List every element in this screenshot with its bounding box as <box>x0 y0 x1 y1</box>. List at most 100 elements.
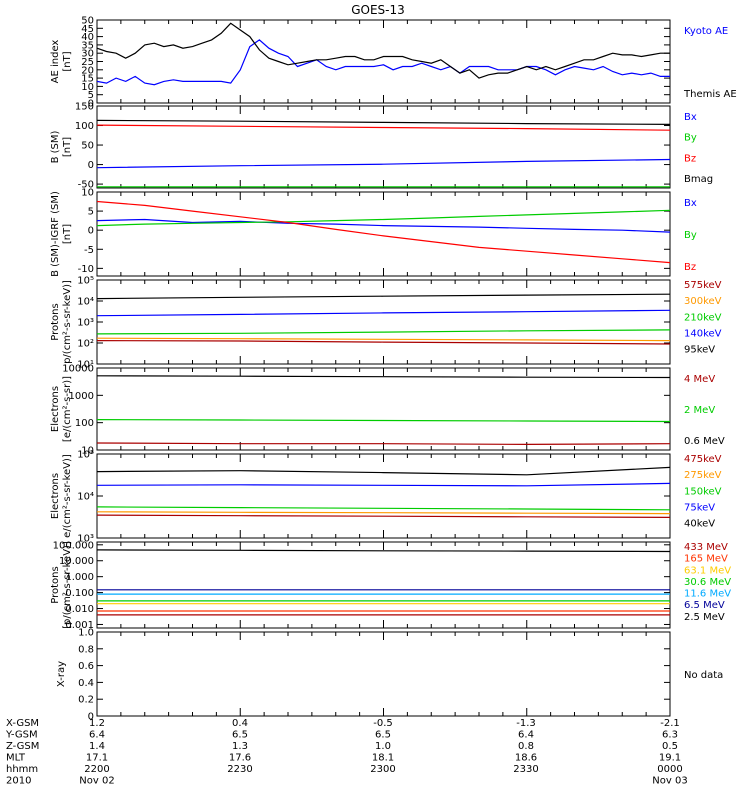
y-tick-label: 0 <box>88 160 94 171</box>
panel-frame <box>96 191 671 277</box>
orbit-value: 6.4 <box>89 730 105 741</box>
panel-frame <box>96 453 671 539</box>
legend-entry: Bz <box>684 262 696 273</box>
orbit-value: 1.2 <box>89 718 105 729</box>
legend-entry: 4 MeV <box>684 374 715 385</box>
series-line-40kev <box>96 466 671 476</box>
panel-electrons_low: 10³ 10⁴ 10⁵ Electrons e/(cm²-s-sr-keV)] 475ke… <box>50 450 722 545</box>
series-line-0-6-mev <box>96 375 671 379</box>
series-line-140kev <box>96 309 671 317</box>
orbit-value: 19.1 <box>659 753 681 764</box>
series-line-2-mev <box>96 419 671 423</box>
legend-entry: Kyoto AE <box>684 26 728 37</box>
legend-entry: Bx <box>684 198 697 209</box>
y-tick-label: 10 <box>81 188 94 199</box>
panel-xray: 0 0.2 0.4 0.6 0.8 1.0 X-ray No data <box>56 628 723 723</box>
legend-entry: 275keV <box>684 470 722 481</box>
orbit-value: Nov 02 <box>79 776 114 787</box>
y-tick-label: 0 <box>88 712 94 723</box>
y-axis-label: [nT] <box>62 137 73 157</box>
y-tick-label: 5 <box>88 90 94 101</box>
series-line-bmag <box>96 119 671 125</box>
y-axis-label: [e/(cm²-s-sr)] <box>62 376 73 442</box>
legend-entry: 30.6 MeV <box>684 577 731 588</box>
series-line-kyoto-ae <box>96 39 670 86</box>
series-line-75kev <box>96 482 671 487</box>
orbit-value: 1.3 <box>232 741 248 752</box>
y-tick-label: 100 <box>75 121 94 132</box>
series-line-bz <box>96 124 671 131</box>
series-line-475kev <box>96 514 671 519</box>
orbit-value: 17.6 <box>229 753 251 764</box>
series-line-300kev <box>96 337 671 342</box>
legend-entry: 2.5 MeV <box>684 612 725 623</box>
y-tick-label: -50 <box>78 180 94 191</box>
legend-entry: 165 MeV <box>684 554 728 565</box>
legend-entry: 95keV <box>684 345 715 356</box>
orbit-value: -0.5 <box>373 718 393 729</box>
y-axis-label: Electrons <box>50 386 61 432</box>
y-tick-label: 10⁵ <box>77 276 94 287</box>
panel-frame <box>96 19 671 104</box>
series-line-150kev <box>96 506 671 511</box>
orbit-row-label: MLT <box>6 753 26 764</box>
y-tick-label: 5 <box>88 207 94 218</box>
y-axis-label: AE index <box>50 40 61 84</box>
legend-entry: 40keV <box>684 519 715 530</box>
orbit-value: -1.3 <box>516 718 536 729</box>
panel-b_sm: -50 0 50 100 150 B (SM) [nT] Bx By Bz Bmag <box>50 102 713 191</box>
orbit-value: 0.8 <box>518 741 534 752</box>
y-tick-label: 10² <box>77 339 94 350</box>
y-tick-label: 1000 <box>69 391 94 402</box>
y-tick-label: 100 <box>75 418 94 429</box>
series-line-575kev <box>96 340 671 345</box>
y-tick-label: 10¹ <box>77 360 94 371</box>
legend-entry: By <box>684 133 697 144</box>
legend-entry: 475keV <box>684 454 722 465</box>
series-line-bx <box>96 218 671 233</box>
y-tick-label: 0.2 <box>78 695 94 706</box>
y-tick-label: 10000 <box>62 364 94 375</box>
y-tick-label: 1.000 <box>65 572 94 583</box>
series-line-210kev <box>96 329 671 335</box>
orbit-row-label: X-GSM <box>6 718 39 729</box>
orbit-row-label: Z-GSM <box>6 741 39 752</box>
legend-entry: 150keV <box>684 486 722 497</box>
y-tick-label: 50 <box>81 141 94 152</box>
orbit-row-label: hhmm <box>6 764 38 775</box>
panel-frame <box>96 367 671 451</box>
orbit-value: 17.1 <box>86 753 108 764</box>
orbit-value: 2200 <box>84 764 109 775</box>
series-line-bz <box>96 200 671 264</box>
y-axis-label: p/(cm²-s-sr-keV)] <box>62 280 73 364</box>
orbit-value: 2300 <box>370 764 395 775</box>
y-tick-label: 0.001 <box>65 620 94 631</box>
y-tick-label: 15 <box>81 74 94 85</box>
series-line-2-5-mev <box>96 549 671 553</box>
series-line-95kev <box>96 293 671 300</box>
orbit-value: 2230 <box>227 764 252 775</box>
legend-entry: 63.1 MeV <box>684 565 731 576</box>
y-axis-label: B (SM)-IGRF (SM) <box>50 191 61 277</box>
legend-entry: Bmag <box>684 174 713 185</box>
y-tick-label: 10³ <box>77 534 94 545</box>
panel-frame <box>96 279 671 365</box>
legend-entry: Themis AE <box>683 89 737 100</box>
legend-entry: 300keV <box>684 296 722 307</box>
y-axis-label: [p/(cm²-s-sr-keV)] <box>62 541 73 629</box>
y-tick-label: 10.000 <box>59 556 94 567</box>
legend-entry: By <box>684 230 697 241</box>
y-tick-label: 45 <box>81 24 94 35</box>
y-tick-label: 0.010 <box>65 604 94 615</box>
y-axis-label: X-ray <box>56 661 67 687</box>
y-axis-label: [nT] <box>62 224 73 244</box>
y-tick-label: 0.4 <box>78 678 94 689</box>
panel-protons_high: 0.001 0.010 0.100 1.000 10.000 100.000 Protons… <box>50 540 731 631</box>
y-tick-label: 10³ <box>77 318 94 329</box>
y-axis-label: Protons <box>50 303 61 340</box>
legend-entry: 575keV <box>684 280 722 291</box>
orbit-value: 1.4 <box>89 741 105 752</box>
orbit-value: 18.6 <box>515 753 537 764</box>
